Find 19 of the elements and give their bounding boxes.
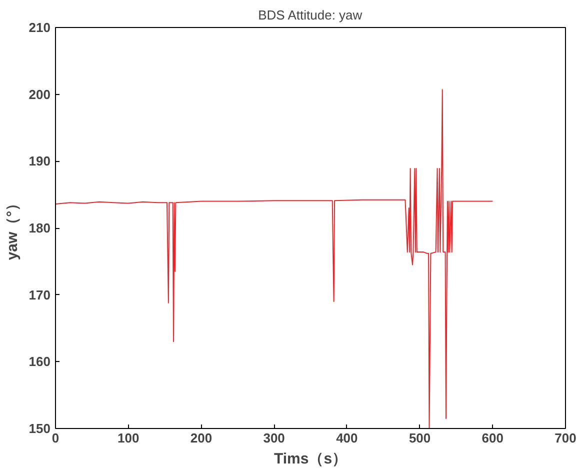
x-axis-title: Tims（s）: [274, 450, 348, 468]
y-tick-label: 190: [28, 154, 51, 169]
y-tick-label: 180: [28, 220, 51, 236]
x-tick-label: 0: [52, 430, 60, 446]
line-series: [56, 89, 494, 428]
x-tick-label: 600: [482, 430, 504, 446]
y-tick-label: 160: [28, 354, 51, 370]
x-tick-label: 500: [408, 430, 431, 446]
x-tick-label: 100: [118, 430, 140, 446]
y-tick-label: 150: [28, 421, 51, 436]
x-tick-label: 700: [554, 430, 576, 446]
x-tick-label: 400: [336, 430, 358, 446]
y-tick-label: 170: [28, 287, 51, 302]
y-tick-label: 210: [28, 20, 51, 35]
y-axis-title: yaw（°）: [4, 196, 21, 260]
x-tick-label: 300: [263, 430, 285, 446]
y-tick-label: 200: [28, 86, 51, 102]
chart-title: BDS Attitude: yaw: [258, 8, 363, 22]
x-tick-label: 200: [190, 430, 212, 446]
